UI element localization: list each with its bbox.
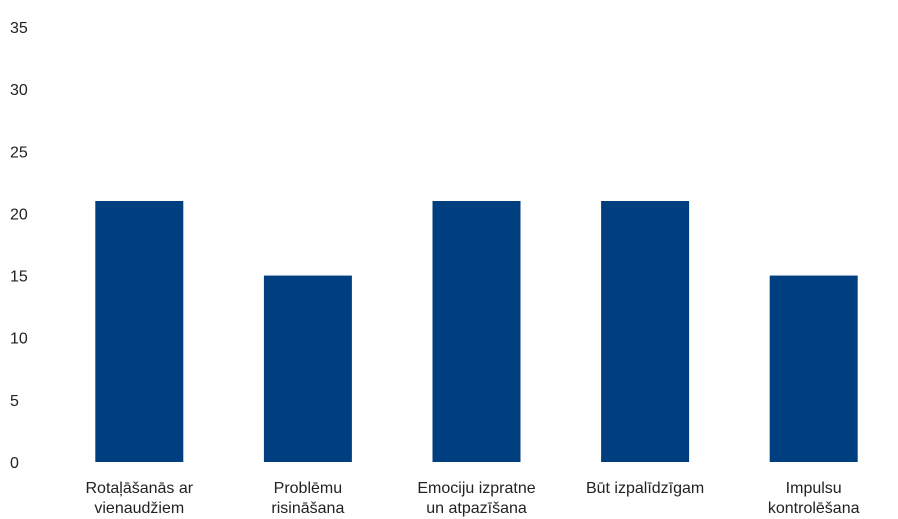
x-category-label-line: Emociju izpratne	[417, 480, 535, 497]
bar	[95, 201, 184, 462]
bar	[769, 275, 858, 462]
y-tick-label: 25	[10, 144, 28, 161]
y-tick-label: 5	[10, 393, 19, 410]
x-category-label-line: un atpazīšana	[426, 500, 527, 517]
y-tick-label: 20	[10, 206, 28, 223]
x-category-label-line: vienaudžiem	[94, 500, 184, 517]
x-category-label-line: kontrolēšana	[768, 500, 860, 517]
y-tick-label: 10	[10, 331, 28, 348]
bars	[95, 201, 858, 462]
x-category-label-line: risināšana	[271, 500, 344, 517]
x-category-label: Būt izpalīdzīgam	[586, 480, 704, 497]
y-tick-label: 0	[10, 455, 19, 472]
x-category-label: Problēmu risināšana	[271, 480, 344, 517]
x-category-label: Impulsu kontrolēšana	[768, 480, 860, 517]
x-category-label-line: Impulsu	[786, 480, 842, 497]
bar	[263, 275, 352, 462]
y-tick-label: 35	[10, 20, 28, 37]
x-category-label-line: Problēmu	[274, 480, 342, 497]
x-category-label: Rotaļāšanās ar vienaudžiem	[85, 480, 193, 517]
x-category-label-line: Būt izpalīdzīgam	[586, 480, 704, 497]
bar	[432, 201, 521, 462]
x-category-label-line: Rotaļāšanās ar	[85, 480, 193, 497]
bar	[601, 201, 690, 462]
x-axis: Rotaļāšanās ar vienaudžiem Problēmu risināš…	[85, 480, 859, 517]
y-tick-label: 15	[10, 269, 28, 286]
x-category-label: Emociju izpratne un atpazīšana	[417, 480, 535, 517]
y-axis: 0 5 10 15 20 25 30 35	[10, 20, 28, 472]
y-tick-label: 30	[10, 82, 28, 99]
